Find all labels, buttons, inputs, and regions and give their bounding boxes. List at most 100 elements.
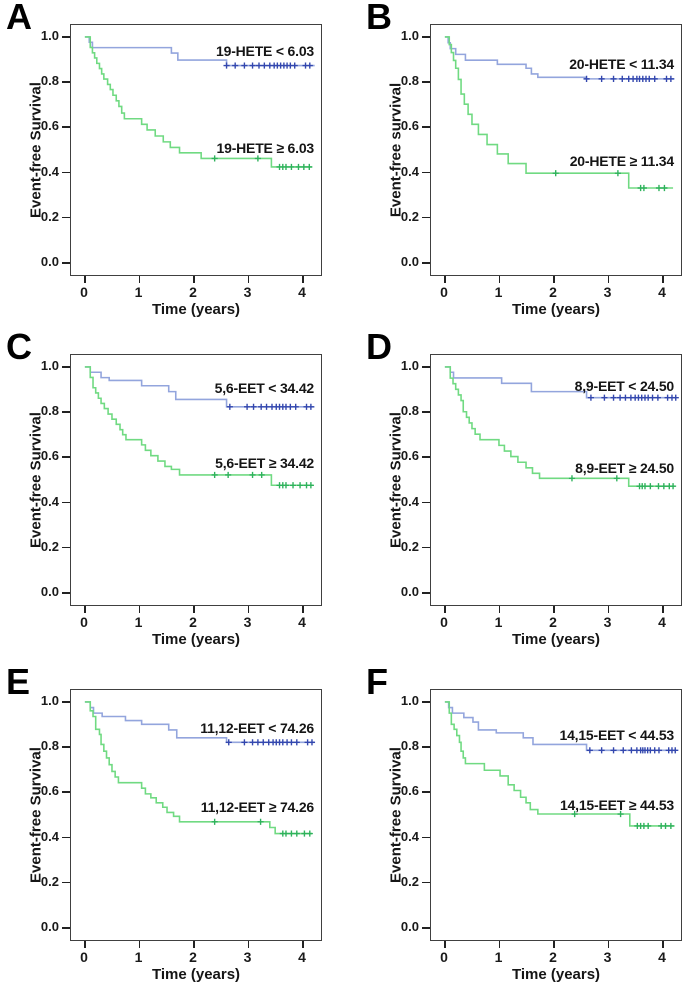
y-tick-mark [422,366,430,368]
y-tick-label: 0.4 [400,493,419,509]
y-tick-label: 1.0 [40,28,59,43]
y-tick-mark [422,927,430,929]
y-tick-label: 1.0 [400,358,419,373]
x-tick-label: 2 [189,284,197,300]
x-tick-label: 4 [298,614,306,630]
y-tick-label: 0.0 [40,584,59,599]
survival-curves-svg [84,366,315,489]
censor-marks-above-cutoff [211,471,314,489]
x-tick-label: 3 [243,284,252,300]
x-tick-mark [247,606,249,613]
y-tick-mark [62,546,70,549]
x-tick-label: 0 [80,614,88,630]
y-tick-mark [62,456,70,458]
y-tick-label: 0.2 [40,873,59,889]
x-tick-mark [662,276,664,283]
x-tick-label: 0 [80,284,88,300]
curve-label-below-cutoff: 8,9-EET < 24.50 [574,378,675,395]
x-tick-label: 1 [134,284,143,300]
y-tick-mark [62,701,70,703]
y-tick-label: 0.2 [400,208,419,224]
panel-letter: E [6,661,30,702]
x-tick-label: 3 [243,614,252,630]
x-tick-mark [247,941,249,948]
x-axis-title: Time (years) [511,966,601,983]
y-tick-label: 0.4 [40,493,59,509]
y-tick-label: 0.2 [40,538,59,554]
curve-label-above-cutoff: 19-HETE ≥ 6.03 [216,139,315,156]
x-tick-label: 3 [603,614,612,630]
panel-inner: A Event-free Survival 19-HETE < 6.03 19-… [0,0,342,330]
x-axis-title: Time (years) [151,966,241,983]
x-tick-label: 4 [298,284,306,300]
x-tick-mark [498,941,500,948]
plot-area: 14,15-EET < 44.53 14,15-EET ≥ 44.53 [430,689,682,941]
y-tick-label: 0.4 [40,163,59,179]
censor-marks-above-cutoff [552,170,668,192]
y-axis-title: Event-free Survival [27,747,45,883]
y-tick-label: 0.0 [40,254,59,269]
censor-marks-above-cutoff [571,810,674,829]
x-tick-mark [193,276,195,283]
panel-letter: D [366,326,392,367]
x-tick-mark [553,606,555,613]
plot-area: 8,9-EET < 24.50 8,9-EET ≥ 24.50 [430,354,682,606]
survival-curves-svg [444,701,679,829]
y-axis-title: Event-free Survival [387,412,405,548]
panel-letter: C [6,326,32,367]
x-tick-label: 2 [189,949,197,965]
x-tick-label: 0 [440,949,448,965]
y-tick-label: 0.8 [400,403,419,419]
x-tick-mark [84,941,86,948]
censor-marks-above-cutoff [211,155,313,171]
panel-inner: C Event-free Survival 5,6-EET < 34.42 5,… [0,326,342,665]
y-tick-label: 0.0 [400,254,419,269]
y-axis-title: Event-free survival [387,82,405,218]
x-tick-mark [498,276,500,283]
x-axis-title: Time (years) [151,631,241,648]
y-tick-mark [62,791,70,793]
y-tick-label: 1.0 [400,693,419,708]
curve-label-below-cutoff: 5,6-EET < 34.42 [214,380,315,397]
km-panel: E Event-free Survival 11,12-EET < 74.26 … [0,661,342,1000]
y-tick-label: 0.6 [400,118,419,134]
y-tick-label: 0.8 [40,403,59,419]
x-tick-label: 1 [494,949,503,965]
y-tick-mark [422,836,430,839]
x-tick-mark [138,606,140,613]
y-tick-label: 0.0 [400,584,419,599]
y-axis-title: Event-free Survival [27,412,45,548]
x-tick-mark [138,941,140,948]
survival-curves-svg [444,36,675,192]
y-tick-mark [422,456,430,458]
x-tick-mark [444,276,446,283]
x-axis-title: Time (years) [151,301,241,318]
censor-marks-above-cutoff [568,475,677,490]
panel-inner: F Event-free Survival 14,15-EET < 44.53 … [360,661,685,1000]
y-axis-title: Event-free Survival [387,747,405,883]
y-tick-label: 0.2 [40,208,59,224]
x-tick-mark [662,941,664,948]
y-tick-label: 0.6 [400,783,419,799]
y-tick-label: 1.0 [40,358,59,373]
x-tick-label: 2 [549,949,557,965]
x-tick-mark [444,606,446,613]
y-tick-mark [62,171,70,174]
x-tick-mark [84,606,86,613]
y-tick-mark [62,881,70,884]
x-tick-mark [302,606,304,613]
y-tick-label: 0.6 [40,448,59,464]
y-tick-mark [422,701,430,703]
curve-label-below-cutoff: 14,15-EET < 44.53 [559,726,674,743]
y-tick-label: 1.0 [400,28,419,43]
curve-label-above-cutoff: 14,15-EET ≥ 44.53 [559,796,674,813]
x-tick-label: 2 [189,614,197,630]
x-tick-mark [193,606,195,613]
y-tick-mark [422,81,430,83]
plot-area: 5,6-EET < 34.42 5,6-EET ≥ 34.42 [70,354,322,606]
y-tick-mark [422,411,430,413]
x-tick-label: 4 [658,949,666,965]
y-tick-mark [422,592,430,594]
y-tick-label: 0.0 [400,919,419,934]
y-tick-label: 0.6 [40,783,59,799]
